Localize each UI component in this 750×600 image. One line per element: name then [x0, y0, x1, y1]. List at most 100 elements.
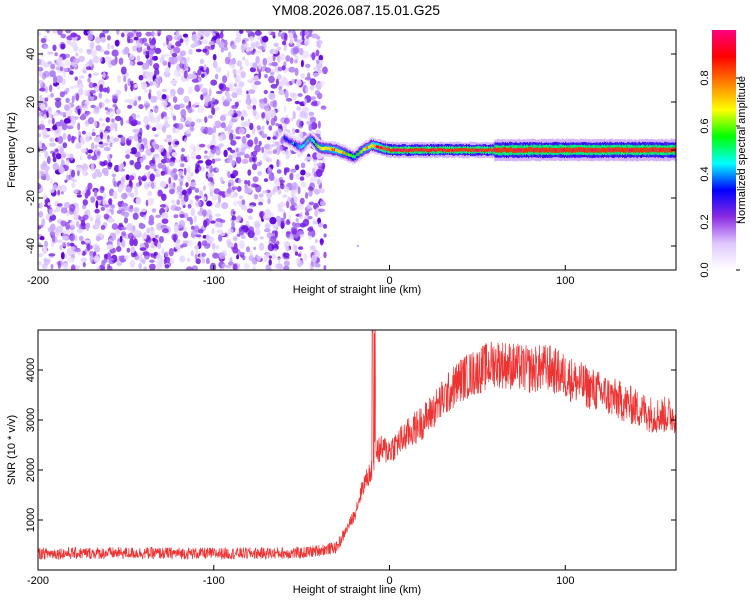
- noise-dot: [180, 60, 185, 65]
- noise-dot: [156, 76, 162, 85]
- noise-dot: [125, 174, 130, 181]
- track-cell: [412, 148, 414, 152]
- track-cell: [543, 147, 546, 153]
- noise-dot: [256, 161, 262, 167]
- noise-dot: [277, 66, 283, 72]
- noise-dot: [194, 164, 202, 172]
- noise-dot: [192, 74, 198, 80]
- track-cell: [663, 146, 665, 152]
- noise-dot: [138, 262, 143, 270]
- noise-dot: [70, 264, 76, 270]
- noise-dot: [91, 132, 96, 137]
- noise-dot: [289, 172, 294, 181]
- noise-dot: [103, 50, 110, 55]
- track-cell: [427, 148, 430, 153]
- noise-dot: [132, 128, 140, 133]
- noise-dot: [317, 100, 321, 105]
- noise-dot: [267, 167, 272, 175]
- track-cell: [542, 147, 545, 153]
- noise-dot: [142, 251, 150, 256]
- noise-dot: [134, 83, 138, 88]
- noise-dot: [107, 217, 115, 223]
- noise-dot: [101, 167, 109, 175]
- noise-dot: [101, 259, 106, 267]
- track-cell: [525, 147, 527, 153]
- noise-dot: [188, 48, 193, 55]
- track-cell: [645, 147, 647, 153]
- track-cell: [382, 146, 385, 151]
- noise-dot: [293, 245, 298, 252]
- noise-dot: [156, 222, 163, 231]
- track-cell: [358, 152, 360, 156]
- noise-dot: [109, 127, 114, 131]
- track-cell: [390, 149, 392, 153]
- noise-dot: [227, 228, 234, 235]
- track-cell: [515, 148, 518, 154]
- noise-dot: [147, 190, 153, 197]
- noise-dot: [251, 83, 258, 91]
- noise-dot: [305, 156, 312, 160]
- noise-dot: [199, 58, 205, 65]
- noise-dot: [267, 150, 273, 155]
- track-cell: [655, 147, 658, 153]
- noise-dot: [153, 173, 161, 178]
- noise-dot: [268, 255, 272, 259]
- track-cell: [301, 145, 303, 150]
- noise-dot: [145, 237, 152, 244]
- noise-dot: [262, 153, 270, 160]
- noise-dot: [106, 86, 110, 94]
- noise-dot: [202, 185, 206, 191]
- noise-dot: [276, 74, 282, 80]
- noise-dot: [171, 152, 178, 157]
- noise-dot: [38, 261, 42, 266]
- track-cell: [536, 147, 539, 152]
- noise-dot: [250, 183, 258, 188]
- noise-dot: [135, 42, 143, 48]
- noise-dot: [64, 104, 70, 111]
- noise-dot: [310, 96, 317, 100]
- noise-dot: [262, 58, 268, 66]
- noise-dot: [96, 171, 103, 178]
- noise-dot: [245, 134, 251, 138]
- track-cell: [484, 148, 487, 152]
- noise-dot: [212, 32, 216, 37]
- noise-dot: [106, 43, 111, 50]
- noise-dot: [297, 253, 301, 257]
- chart-title: YM08.2026.087.15.01.G25: [271, 2, 441, 18]
- track-cell: [362, 147, 365, 152]
- noise-dot: [43, 259, 50, 266]
- noise-dot: [143, 144, 149, 149]
- noise-dot: [245, 30, 252, 34]
- noise-dot: [278, 86, 282, 91]
- track-cell: [507, 147, 509, 153]
- track-cell: [336, 148, 338, 152]
- noise-dot: [267, 30, 272, 35]
- noise-dot: [54, 52, 58, 57]
- track-cell: [635, 147, 638, 153]
- track-cell: [654, 147, 657, 152]
- noise-dot: [152, 127, 157, 132]
- noise-dot: [193, 225, 200, 232]
- noise-dot: [85, 222, 90, 231]
- noise-dot: [186, 154, 190, 162]
- noise-dot: [55, 153, 62, 160]
- noise-dot: [118, 222, 123, 227]
- noise-dot: [48, 119, 51, 125]
- noise-dot: [64, 179, 68, 183]
- noise-dot: [194, 253, 198, 260]
- noise-dot: [171, 173, 179, 181]
- noise-dot: [281, 65, 286, 71]
- noise-dot: [197, 69, 202, 76]
- noise-dot: [161, 193, 167, 201]
- noise-dot: [163, 53, 170, 58]
- noise-dot: [168, 177, 172, 184]
- noise-dot: [129, 238, 135, 247]
- noise-dot: [270, 117, 276, 126]
- noise-dot: [58, 166, 65, 174]
- track-cell: [643, 147, 645, 153]
- noise-dot: [57, 189, 61, 196]
- noise-dot: [155, 123, 163, 130]
- noise-dot: [78, 190, 82, 195]
- noise-dot: [259, 130, 263, 136]
- noise-dot: [294, 205, 300, 209]
